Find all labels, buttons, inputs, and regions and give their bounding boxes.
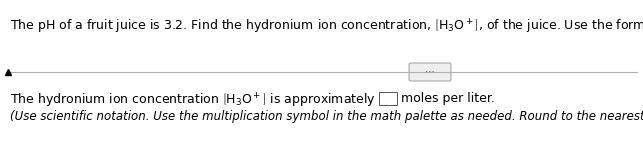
Text: The hydronium ion concentration $\left[\mathrm{H_3O^+}\right]$ is approximately: The hydronium ion concentration $\left[\…: [10, 92, 376, 110]
FancyBboxPatch shape: [409, 63, 451, 81]
Text: The pH of a fruit juice is 3.2. Find the hydronium ion concentration, $\left[\ma: The pH of a fruit juice is 3.2. Find the…: [10, 18, 643, 36]
Text: (Use scientific notation. Use the multiplication symbol in the math palette as n: (Use scientific notation. Use the multip…: [10, 110, 643, 123]
Text: ⋯: ⋯: [425, 67, 435, 77]
Text: moles per liter.: moles per liter.: [401, 92, 495, 105]
FancyBboxPatch shape: [379, 92, 397, 105]
